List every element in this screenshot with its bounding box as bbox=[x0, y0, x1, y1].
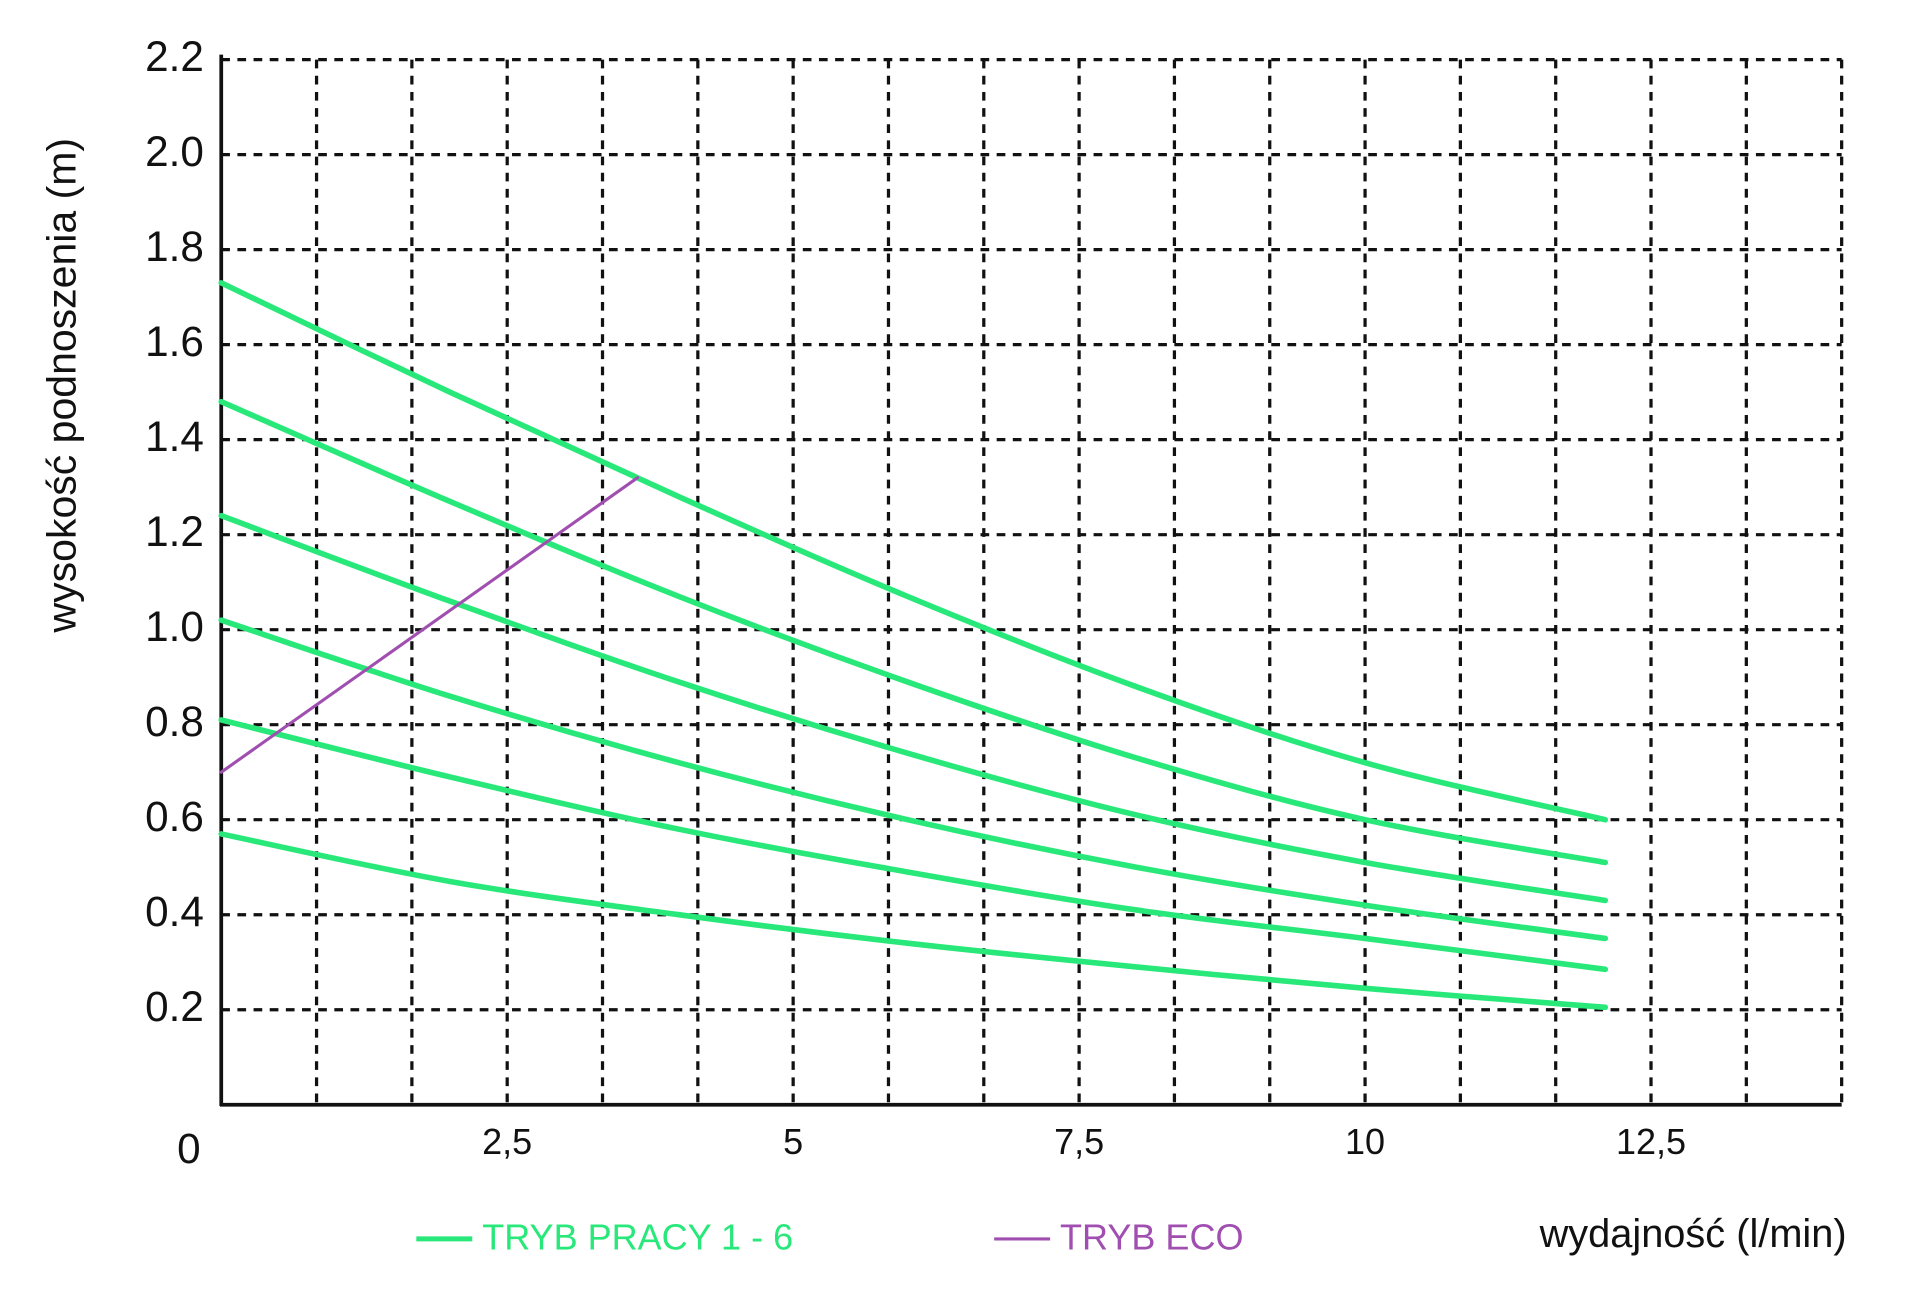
x-tick-label: 5 bbox=[783, 1121, 803, 1162]
y-tick-label: 0.8 bbox=[145, 698, 204, 745]
y-tick-label: 1.8 bbox=[145, 223, 204, 270]
y-tick-label: 1.0 bbox=[145, 603, 204, 650]
curve bbox=[218, 831, 1609, 1011]
x-tick-label: 0 bbox=[177, 1125, 200, 1172]
curve bbox=[218, 617, 1609, 942]
curve bbox=[219, 476, 640, 774]
curve bbox=[218, 512, 1609, 904]
y-tick-label: 1.2 bbox=[145, 508, 204, 555]
y-tick-label: 0.4 bbox=[145, 888, 204, 935]
curve bbox=[218, 717, 1609, 973]
legend-label: TRYB PRACY 1 - 6 bbox=[482, 1217, 793, 1258]
x-tick-label: 12,5 bbox=[1616, 1121, 1686, 1162]
x-axis-label: wydajność (l/min) bbox=[1539, 1212, 1847, 1256]
curve bbox=[218, 280, 1609, 823]
y-tick-label: 2.2 bbox=[145, 33, 204, 80]
curve bbox=[218, 398, 1609, 866]
y-tick-label: 2.0 bbox=[145, 128, 204, 175]
y-tick-label: 0.6 bbox=[145, 793, 204, 840]
y-axis-label: wysokość podnoszenia (m) bbox=[38, 138, 84, 633]
x-tick-label: 10 bbox=[1345, 1121, 1385, 1162]
x-tick-label: 7,5 bbox=[1054, 1121, 1104, 1162]
y-tick-label: 1.6 bbox=[145, 318, 204, 365]
legend-label: TRYB ECO bbox=[1060, 1217, 1243, 1258]
x-tick-label: 2,5 bbox=[482, 1121, 532, 1162]
y-tick-label: 1.4 bbox=[145, 413, 204, 460]
y-tick-label: 0.2 bbox=[145, 983, 204, 1030]
